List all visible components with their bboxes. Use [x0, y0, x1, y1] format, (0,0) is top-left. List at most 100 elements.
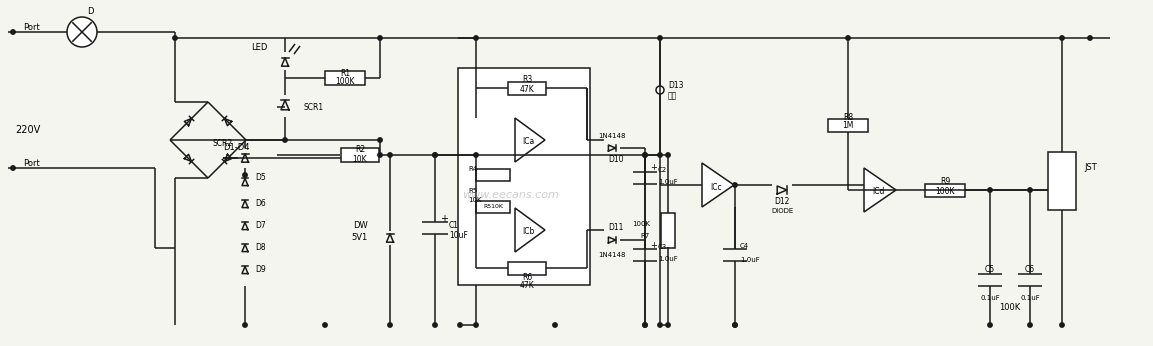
Bar: [508, 262, 547, 274]
Text: D8: D8: [255, 244, 265, 253]
Text: R2: R2: [355, 146, 366, 155]
Text: ICa: ICa: [522, 137, 534, 146]
Text: D13: D13: [668, 82, 684, 91]
Text: Port: Port: [23, 24, 39, 33]
Bar: [1048, 152, 1076, 210]
Text: +: +: [650, 164, 657, 173]
Text: 47K: 47K: [520, 84, 534, 93]
Text: 按組: 按組: [668, 91, 677, 100]
Circle shape: [846, 36, 850, 40]
Circle shape: [243, 323, 247, 327]
Polygon shape: [515, 208, 545, 252]
Text: D1-D4: D1-D4: [223, 144, 249, 153]
Text: C1: C1: [449, 221, 459, 230]
Circle shape: [432, 153, 437, 157]
Text: Port: Port: [23, 160, 39, 169]
Text: D7: D7: [255, 221, 265, 230]
Circle shape: [243, 173, 247, 177]
Text: 1N4148: 1N4148: [598, 133, 626, 139]
Text: R5: R5: [468, 188, 477, 194]
Polygon shape: [702, 163, 734, 207]
Text: 10uF: 10uF: [449, 231, 468, 240]
Circle shape: [323, 323, 327, 327]
Text: D5: D5: [255, 173, 265, 182]
Bar: [476, 169, 510, 181]
Text: 47K: 47K: [520, 282, 534, 291]
Text: D12: D12: [775, 198, 790, 207]
Circle shape: [474, 323, 478, 327]
Circle shape: [387, 153, 392, 157]
Circle shape: [658, 323, 662, 327]
Text: DW: DW: [353, 220, 368, 229]
Text: 0.1uF: 0.1uF: [980, 295, 1000, 301]
Text: C6: C6: [1025, 265, 1035, 274]
Text: R8: R8: [843, 112, 853, 121]
Text: 0.1uF: 0.1uF: [1020, 295, 1040, 301]
Circle shape: [643, 153, 647, 157]
Circle shape: [643, 323, 647, 327]
Text: 10K: 10K: [353, 155, 368, 164]
Bar: [828, 118, 868, 131]
Text: R9: R9: [940, 177, 950, 186]
Circle shape: [1060, 323, 1064, 327]
Circle shape: [643, 323, 647, 327]
Circle shape: [474, 36, 478, 40]
Text: ICc: ICc: [710, 182, 722, 191]
Text: SCR2: SCR2: [213, 138, 233, 147]
Text: C3: C3: [658, 244, 668, 250]
Circle shape: [173, 36, 178, 40]
Text: DIODE: DIODE: [771, 208, 793, 214]
Circle shape: [658, 36, 662, 40]
Text: 100K: 100K: [336, 78, 355, 86]
Bar: [325, 71, 366, 85]
Text: www.eecans.com: www.eecans.com: [461, 190, 558, 200]
Text: R510K: R510K: [483, 204, 503, 209]
Circle shape: [378, 153, 382, 157]
Text: 100K: 100K: [1000, 303, 1020, 312]
Circle shape: [1027, 323, 1032, 327]
Text: ICb: ICb: [522, 228, 534, 237]
Circle shape: [665, 323, 670, 327]
Circle shape: [474, 153, 478, 157]
Text: 10K: 10K: [468, 197, 482, 203]
Circle shape: [67, 17, 97, 47]
Circle shape: [988, 188, 993, 192]
Circle shape: [643, 153, 647, 157]
Circle shape: [665, 153, 670, 157]
Text: D11: D11: [609, 224, 624, 233]
Text: D6: D6: [255, 200, 265, 209]
Text: 100K: 100K: [935, 186, 955, 195]
Text: R1: R1: [340, 70, 351, 79]
Text: 100K: 100K: [632, 221, 650, 227]
Bar: [661, 212, 675, 247]
Circle shape: [658, 153, 662, 157]
Text: R4: R4: [468, 166, 477, 172]
Text: D10: D10: [609, 155, 624, 164]
Text: ICd: ICd: [872, 188, 884, 197]
Circle shape: [1087, 36, 1092, 40]
Circle shape: [378, 36, 382, 40]
Circle shape: [387, 323, 392, 327]
Text: 220V: 220V: [15, 125, 40, 135]
Text: R6: R6: [522, 273, 533, 282]
Text: +: +: [440, 214, 449, 224]
Circle shape: [432, 153, 437, 157]
Circle shape: [988, 323, 993, 327]
Circle shape: [432, 323, 437, 327]
Circle shape: [733, 323, 737, 327]
Polygon shape: [864, 168, 896, 212]
Text: C2: C2: [658, 167, 668, 173]
Bar: [508, 82, 547, 94]
Text: 1M: 1M: [843, 121, 853, 130]
Text: C4: C4: [740, 243, 749, 249]
Polygon shape: [515, 118, 545, 162]
Circle shape: [1027, 188, 1032, 192]
Text: 1.0uF: 1.0uF: [740, 257, 760, 263]
Text: LED: LED: [250, 44, 267, 53]
Circle shape: [1060, 36, 1064, 40]
Text: R3: R3: [522, 75, 533, 84]
Circle shape: [733, 323, 737, 327]
Circle shape: [458, 323, 462, 327]
Bar: [458, 68, 590, 285]
Bar: [476, 201, 510, 213]
